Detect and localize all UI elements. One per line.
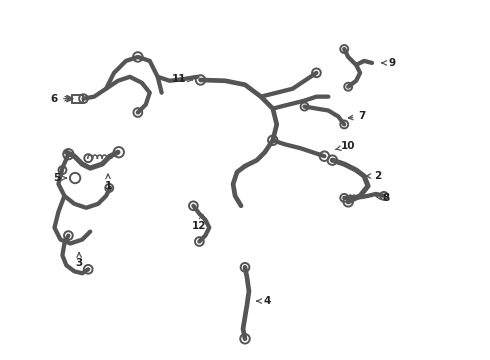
- Text: 9: 9: [382, 58, 395, 68]
- Text: 7: 7: [348, 112, 366, 121]
- Text: 3: 3: [75, 252, 83, 268]
- Text: 4: 4: [257, 296, 270, 306]
- Text: 8: 8: [376, 193, 390, 203]
- Text: 12: 12: [192, 215, 207, 231]
- Text: 2: 2: [366, 171, 382, 181]
- Text: 6: 6: [51, 94, 70, 104]
- Text: 10: 10: [336, 141, 355, 151]
- Text: 1: 1: [104, 174, 112, 191]
- Bar: [72, 95, 83, 103]
- Text: 11: 11: [172, 74, 193, 84]
- Text: 5: 5: [53, 173, 66, 183]
